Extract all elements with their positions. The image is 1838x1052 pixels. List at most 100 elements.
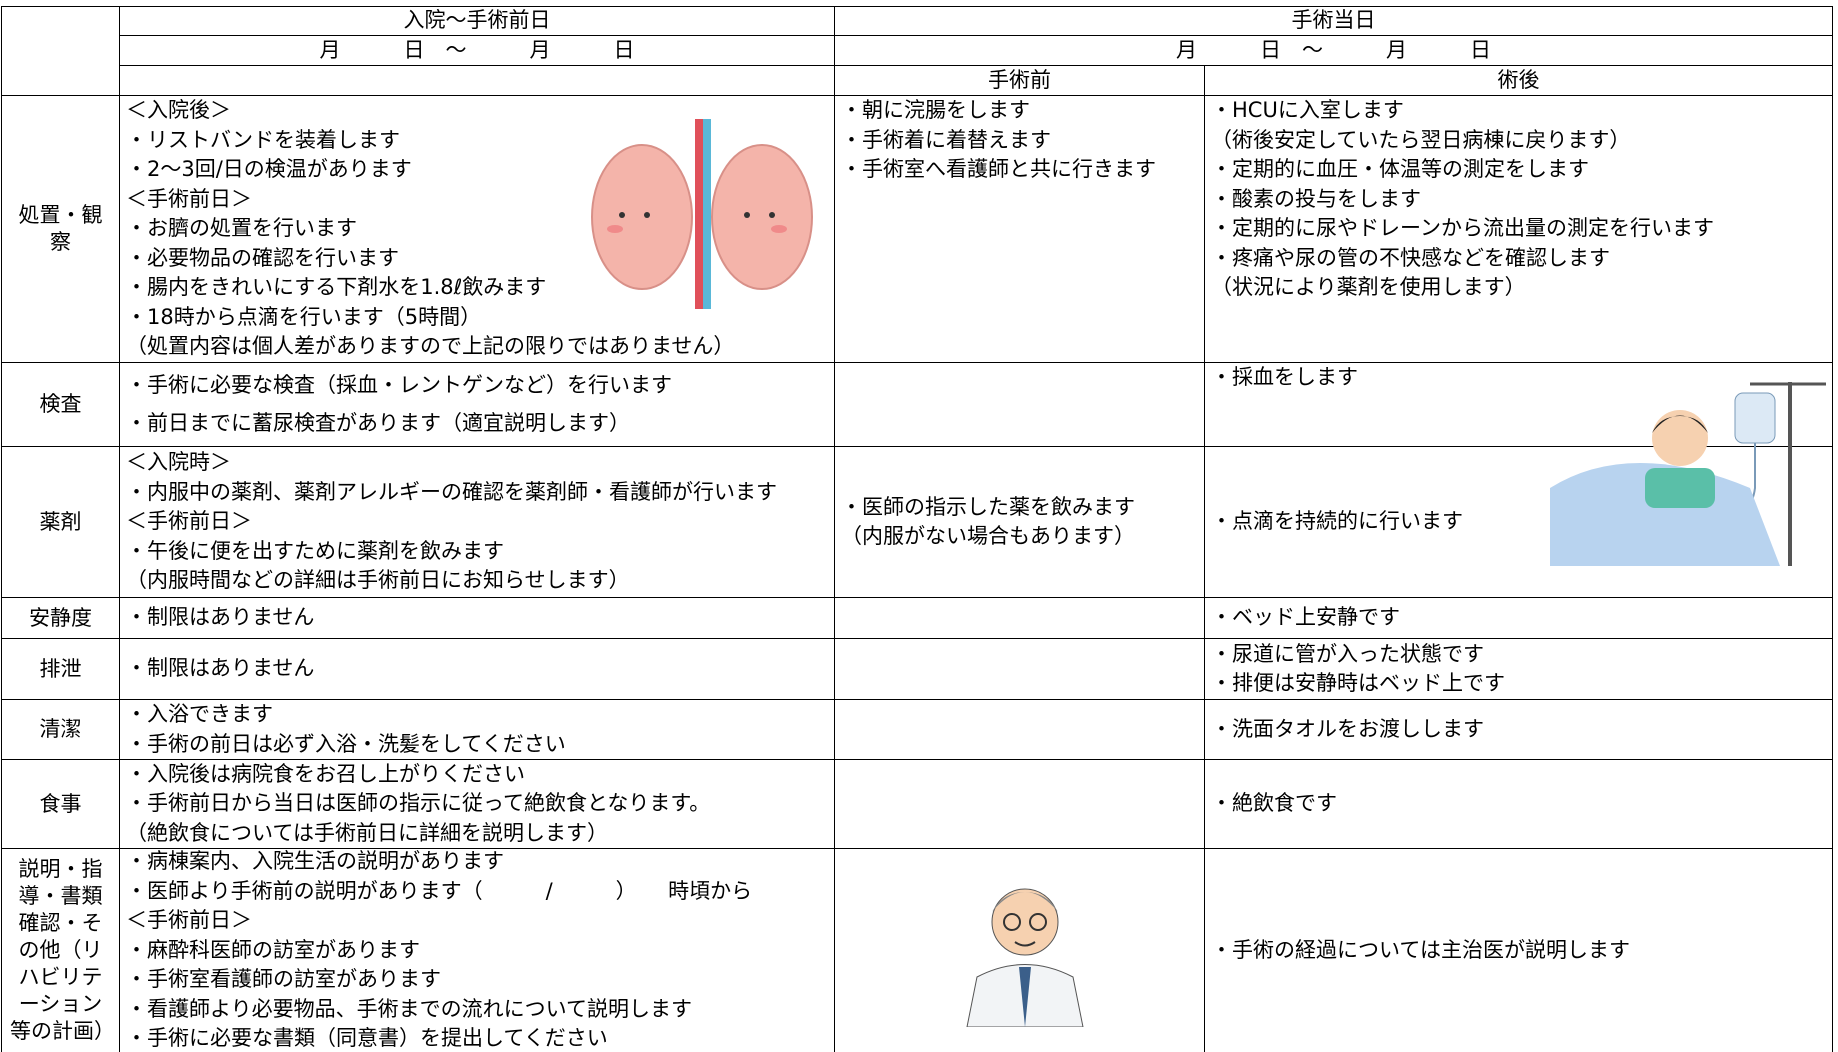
cell-line: ・HCUに入室します (1211, 98, 1404, 122)
patient-illustration (1550, 382, 1826, 566)
header-cell (119, 65, 835, 96)
cell-line: ・制限はありません (126, 656, 315, 681)
cell-line: ＜入院後＞ (126, 98, 231, 122)
cell-line: ・疼痛や尿の管の不快感などを確認します (1211, 245, 1610, 270)
header-cell: 手術当日 (834, 6, 1833, 36)
cell-line: ・手術の前日は必ず入浴・洗髪をしてください (126, 731, 566, 756)
body-cell: ・医師の指示した薬を飲みます （内服がない場合もあります） (834, 446, 1205, 598)
cell-line: ・排便は安静時はベッド上です (1211, 671, 1505, 695)
row-label-cell: 処置・観察 (1, 95, 120, 363)
row-label-cell: 安静度 (1, 597, 120, 639)
cell-line: ・手術の経過については主治医が説明します (1211, 937, 1630, 962)
cell-line: ・酸素の投与をします (1211, 186, 1421, 211)
header-cell: 入院～手術前日 (119, 6, 835, 36)
cell-line: ・尿道に管が入った状態です (1211, 641, 1484, 666)
body-cell: ・手術に必要な検査（採血・レントゲンなど）を行います ・前日までに蓄尿検査がありま… (119, 362, 835, 447)
row-label-cell: 説明・指導・書類確認・その他（リハビリテーション等の計画） (1, 848, 120, 1052)
cell-line: ・絶飲食です (1211, 791, 1337, 816)
body-cell: ・制限はありません (119, 638, 835, 700)
body-cell: ・入浴できます ・手術の前日は必ず入浴・洗髪をしてください (119, 699, 835, 760)
column-title: 術後 (1497, 67, 1540, 92)
row-label-cell: 排泄 (1, 638, 120, 700)
row-label: 処置・観察 (18, 203, 103, 254)
cell-line: ・手術に必要な書類（同意書）を提出してください (126, 1026, 608, 1051)
body-cell: ・病棟案内、入院生活の説明があります・医師より手術前の説明があります（ / ） … (119, 848, 835, 1052)
row-label: 薬剤 (39, 509, 82, 534)
cell-line: （処置内容は個人差がありますので上記の限りではありません） (126, 334, 735, 358)
cell-line: ・定期的に尿やドレーンから流出量の測定を行います (1211, 216, 1714, 240)
body-cell: ・朝に浣腸をします ・手術着に着替えます・手術室へ看護師と共に行きます (834, 95, 1205, 363)
cell-line: ・手術前日から当日は医師の指示に従って絶飲食となります。 (126, 791, 711, 816)
body-cell (834, 699, 1205, 760)
cell-line: ・制限はありません (126, 605, 315, 630)
cell-line: （内服時間などの詳細は手術前日にお知らせします） (126, 568, 630, 593)
cell-line: （絶飲食については手術前日に詳細を説明します） (126, 820, 608, 845)
body-cell: ＜入院後＞ ・リストバンドを装着します ・2～3回/日の検温があります ＜手術前日＞ ・… (119, 95, 835, 363)
cell-line: ・病棟案内、入院生活の説明があります (126, 849, 504, 874)
row-label: 安静度 (29, 605, 92, 630)
cell-line: ・洗面タオルをお渡しします (1211, 716, 1484, 741)
column-title: 手術前 (988, 67, 1051, 92)
cell-line: ・朝に浣腸をします (841, 98, 1030, 122)
cell-line: （術後安定していたら翌日病棟に戻ります） (1211, 127, 1631, 152)
row-label: 検査 (39, 392, 82, 416)
cell-line: ・看護師より必要物品、手術までの流れについて説明します (126, 996, 692, 1021)
row-label-cell: 薬剤 (1, 446, 120, 598)
date-range: 月 日 ～ 月 日 (1176, 37, 1491, 62)
body-cell (834, 597, 1205, 639)
period-title: 入院～手術前日 (403, 8, 551, 33)
period-title: 手術当日 (1291, 8, 1376, 33)
cell-line: ・必要物品の確認を行います (126, 245, 399, 270)
body-cell: ＜入院時＞ ・内服中の薬剤、薬剤アレルギーの確認を薬剤師・看護師が行います ＜手術前… (119, 446, 835, 598)
body-cell: ・ベッド上安静です (1204, 597, 1833, 639)
row-label: 食事 (39, 791, 82, 816)
kidney-illustration (591, 119, 813, 309)
row-label: 排泄 (39, 656, 82, 681)
header-cell: 月 日 ～ 月 日 (119, 35, 835, 66)
cell-line: ・腸内をきれいにする下剤水を1.8ℓ飲みます (126, 275, 547, 299)
cell-line: ・リストバンドを装着します (126, 127, 401, 152)
cell-line: ・手術着に着替えます (841, 127, 1051, 152)
header-cell: 月 日 ～ 月 日 (834, 35, 1833, 66)
date-range: 月 日 ～ 月 日 (319, 37, 635, 62)
corner-cell (1, 6, 120, 96)
row-label-cell: 清潔 (1, 699, 120, 760)
cell-line: （状況により薬剤を使用します） (1211, 275, 1526, 299)
cell-line: ・午後に便を出すために薬剤を飲みます (126, 538, 504, 563)
cell-line: ・内服中の薬剤、薬剤アレルギーの確認を薬剤師・看護師が行います (126, 479, 777, 504)
cell-line: ・定期的に血圧・体温等の測定をします (1211, 157, 1589, 181)
cell-line: ・医師より手術前の説明があります（ / ） 時頃から (126, 878, 753, 903)
cell-line: ・18時から点滴を行います（5時間） (126, 304, 482, 329)
cell-line: ・医師の指示した薬を飲みます (841, 494, 1135, 519)
cell-line: ・お臍の処置を行います (126, 216, 357, 240)
body-cell: ・尿道に管が入った状態です ・排便は安静時はベッド上です (1204, 638, 1833, 700)
row-label-cell: 食事 (1, 759, 120, 849)
body-cell: ・手術の経過については主治医が説明します (1204, 848, 1833, 1052)
cell-line: ＜手術前日＞ (126, 509, 252, 534)
cell-line: ・採血をします (1211, 365, 1358, 389)
cell-line: ＜手術前日＞ (126, 908, 252, 933)
body-cell: ・絶飲食です (1204, 759, 1833, 849)
cell-line: ＜手術前日＞ (126, 186, 252, 211)
cell-line: ・点滴を持続的に行います (1211, 509, 1463, 534)
body-cell: ・HCUに入室します （術後安定していたら翌日病棟に戻ります） ・定期的に血圧・体温… (1204, 95, 1833, 363)
body-cell (834, 759, 1205, 849)
body-cell: ・入院後は病院食をお召し上がりください・手術前日から当日は医師の指示に従って絶飲… (119, 759, 835, 849)
doctor-illustration (966, 888, 1084, 1027)
cell-line: ・手術に必要な検査（採血・レントゲンなど）を行います (126, 373, 672, 397)
row-label: 清潔 (39, 717, 82, 741)
cell-line: ・入院後は病院食をお召し上がりください (126, 761, 525, 786)
cell-line: ・麻酔科医師の訪室があります (126, 937, 420, 962)
body-cell: ・洗面タオルをお渡しします (1204, 699, 1833, 760)
cell-line: ＜入院時＞ (126, 450, 231, 475)
cell-line: ・手術室へ看護師と共に行きます (841, 157, 1156, 181)
header-cell: 手術前 (834, 65, 1205, 96)
cell-line: ・前日までに蓄尿検査があります（適宜説明します） (126, 410, 630, 435)
cell-line: ・手術室看護師の訪室があります (126, 967, 441, 992)
row-label-cell: 検査 (1, 362, 120, 447)
cell-line: ・ベッド上安静です (1211, 605, 1400, 630)
header-cell: 術後 (1204, 65, 1833, 96)
body-cell (834, 362, 1205, 447)
cell-line: （内服がない場合もあります） (841, 524, 1135, 548)
